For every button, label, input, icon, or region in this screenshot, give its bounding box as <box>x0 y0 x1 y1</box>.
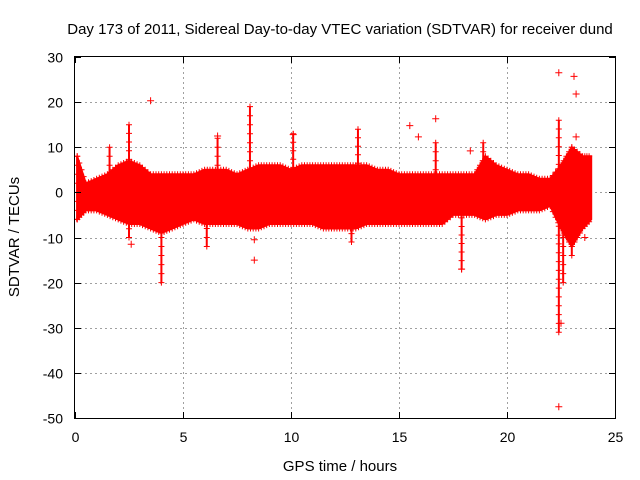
data-point <box>466 147 474 155</box>
y-tick-label: -10 <box>43 231 63 247</box>
y-tick-label: -20 <box>43 276 63 292</box>
y-axis-label: SDTVAR / TECUs <box>6 177 23 297</box>
data-spike-markers <box>568 144 575 259</box>
data-point <box>289 131 297 139</box>
y-tick-label: -30 <box>43 321 63 337</box>
data-spike-markers <box>126 121 132 241</box>
data-point <box>127 240 135 248</box>
y-tick-label: 20 <box>47 95 63 111</box>
y-tick-label: 30 <box>47 50 63 66</box>
data-point <box>570 72 578 80</box>
data-spike-markers <box>214 135 221 214</box>
data-spike-markers <box>355 126 361 209</box>
data-spike-markers <box>203 180 210 250</box>
data-point <box>581 234 589 241</box>
data-spike-markers <box>158 180 165 286</box>
axis-ticks: 0 5 10 15 20 25 30 20 10 0 -10 -20 -30 -40 -50 <box>43 50 624 446</box>
y-tick-label: -50 <box>43 411 63 427</box>
plot-frame <box>74 56 616 419</box>
grid <box>75 57 615 418</box>
y-tick-label: 0 <box>55 185 63 201</box>
data-point <box>555 403 563 411</box>
x-tick-label: 15 <box>392 429 408 445</box>
data-point <box>555 69 563 77</box>
y-tick-label: 10 <box>47 140 63 156</box>
x-tick-label: 5 <box>180 429 188 445</box>
data-point <box>432 115 440 123</box>
data-point <box>572 133 580 141</box>
data-point <box>458 265 466 273</box>
data-band <box>76 145 593 249</box>
data-spike-markers <box>106 144 113 205</box>
data-spike-markers <box>560 171 567 286</box>
data-point <box>250 256 258 264</box>
data-spike-markers <box>348 180 355 245</box>
x-tick-label: 20 <box>500 429 516 445</box>
data-spike-markers <box>247 103 253 209</box>
chart-title: Day 173 of 2011, Sidereal Day-to-day VTE… <box>67 21 613 38</box>
data-spike-markers <box>432 139 439 209</box>
data-point <box>572 90 580 98</box>
x-axis-label: GPS time / hours <box>283 458 397 475</box>
data-point <box>214 132 222 140</box>
data-spike-markers <box>555 117 562 336</box>
x-tick-label: 0 <box>72 429 80 445</box>
data-point <box>406 122 414 130</box>
data-point <box>557 319 565 327</box>
y-tick-label: -40 <box>43 366 63 382</box>
data-point <box>414 133 422 141</box>
data-spike-markers <box>290 130 297 214</box>
data-point <box>147 97 155 105</box>
data-point <box>250 236 258 244</box>
data-points <box>74 69 593 411</box>
data-spike-markers <box>480 139 487 209</box>
x-tick-label: 25 <box>608 429 624 445</box>
x-tick-label: 10 <box>284 429 300 445</box>
